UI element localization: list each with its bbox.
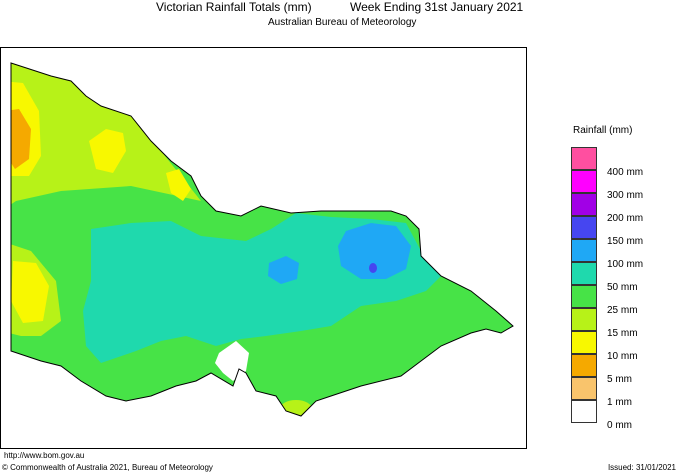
legend-label-5: 5 mm xyxy=(607,374,632,385)
legend-label-0: 0 mm xyxy=(607,420,632,431)
legend-title: Rainfall (mm) xyxy=(573,125,633,136)
legend-label-10: 10 mm xyxy=(607,351,638,362)
legend-swatch-100 xyxy=(571,239,597,262)
legend-label-100: 100 mm xyxy=(607,259,644,270)
period-text: Week Ending 31st January 2021 xyxy=(350,0,524,14)
legend-label-300: 300 mm xyxy=(607,190,644,201)
issued-date: Issued: 31/01/2021 xyxy=(607,463,676,472)
legend-label-15: 15 mm xyxy=(607,328,638,339)
legend-label-200: 200 mm xyxy=(607,213,644,224)
legend-swatch-25 xyxy=(571,285,597,308)
legend-swatch-50 xyxy=(571,262,597,285)
legend-swatch-300 xyxy=(571,170,597,193)
map-title: Victorian Rainfall Totals (mm) Week Endi… xyxy=(0,0,680,14)
copyright-notice: © Commonwealth of Australia 2021, Bureau… xyxy=(2,463,213,472)
source-url[interactable]: http://www.bom.gov.au xyxy=(4,451,85,460)
legend-label-400: 400 mm xyxy=(607,167,644,178)
map-frame xyxy=(0,47,527,449)
legend-label-150: 150 mm xyxy=(607,236,644,247)
legend-label-25: 25 mm xyxy=(607,305,638,316)
legend-swatch-1 xyxy=(571,377,597,400)
legend-label-50: 50 mm xyxy=(607,282,638,293)
legend-swatch-200 xyxy=(571,193,597,216)
legend-swatch-10 xyxy=(571,331,597,354)
title-text: Victorian Rainfall Totals (mm) xyxy=(156,0,312,14)
legend-swatch-5 xyxy=(571,354,597,377)
legend-swatch-15 xyxy=(571,308,597,331)
legend-swatch-400 xyxy=(571,147,597,170)
legend-swatch-150 xyxy=(571,216,597,239)
subtitle: Australian Bureau of Meteorology xyxy=(268,17,417,28)
legend-swatch-0 xyxy=(571,400,597,423)
victoria-rainfall-map xyxy=(10,62,514,417)
legend-label-1: 1 mm xyxy=(607,397,632,408)
